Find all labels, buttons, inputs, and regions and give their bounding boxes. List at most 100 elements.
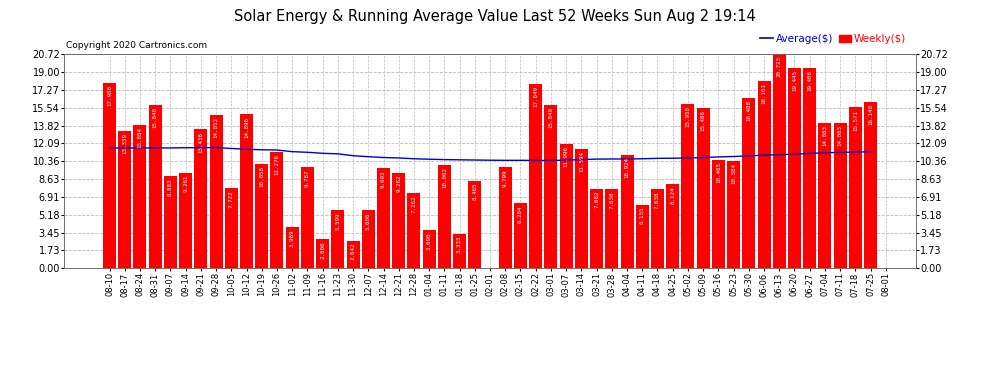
Text: 7.262: 7.262 [412,195,417,213]
Bar [621,155,634,268]
Bar [240,114,253,268]
Bar [270,152,283,268]
Bar [651,189,664,268]
Bar [468,181,481,268]
Text: 17.988: 17.988 [107,85,112,106]
Bar [423,230,436,268]
Bar [210,115,223,268]
Bar [438,165,450,268]
Text: 20.723: 20.723 [777,56,782,77]
Text: 16.488: 16.488 [746,100,751,121]
Text: 15.571: 15.571 [852,110,858,130]
Text: 6.155: 6.155 [640,207,644,224]
Bar [636,205,648,268]
Bar [788,68,801,268]
Text: 6.284: 6.284 [518,206,523,223]
Text: 13.438: 13.438 [198,132,203,153]
Bar [848,108,862,268]
Text: 19.406: 19.406 [807,70,812,91]
Legend: Average($), Weekly($): Average($), Weekly($) [756,30,911,48]
Bar [559,144,572,268]
Text: 9.799: 9.799 [503,169,508,187]
Bar [255,164,268,268]
Bar [757,81,770,268]
Text: 14.083: 14.083 [838,125,842,146]
Bar [712,160,725,268]
Text: 19.445: 19.445 [792,70,797,91]
Bar [179,172,192,268]
Bar [103,82,116,268]
Bar [819,123,832,268]
Text: 17.849: 17.849 [534,86,539,107]
Text: 9.693: 9.693 [381,170,386,188]
Bar [803,68,816,268]
Text: 9.262: 9.262 [396,175,401,192]
Bar [742,98,755,268]
Text: 3.989: 3.989 [290,229,295,246]
Bar [148,105,161,268]
Text: 7.638: 7.638 [655,191,660,209]
Bar [834,123,846,268]
Text: 14.083: 14.083 [823,125,828,146]
Bar [697,108,710,268]
Text: 9.261: 9.261 [183,175,188,192]
Text: 7.682: 7.682 [594,191,599,208]
Bar [332,210,345,268]
Text: 10.465: 10.465 [716,162,721,183]
Text: 2.642: 2.642 [350,243,355,260]
Text: 7.722: 7.722 [229,190,234,208]
Text: 3.690: 3.690 [427,232,432,250]
Text: 8.883: 8.883 [168,178,173,196]
Text: 15.958: 15.958 [685,106,690,127]
Bar [727,161,741,268]
Text: 9.787: 9.787 [305,169,310,187]
Text: 11.594: 11.594 [579,151,584,172]
Bar [118,130,132,268]
Text: 16.140: 16.140 [868,104,873,125]
Bar [134,125,147,268]
Bar [681,104,694,268]
Text: 11.996: 11.996 [563,146,568,167]
Text: 18.101: 18.101 [761,84,766,105]
Text: 13.884: 13.884 [138,127,143,148]
Bar [514,203,527,268]
Text: 10.058: 10.058 [259,166,264,188]
Bar [361,210,375,268]
Bar [530,84,543,268]
Bar [225,189,238,268]
Text: 14.896: 14.896 [244,117,249,138]
Bar [575,148,588,268]
Text: 10.384: 10.384 [731,163,737,184]
Text: 15.486: 15.486 [701,110,706,131]
Bar [590,189,603,268]
Text: 14.852: 14.852 [214,117,219,138]
Text: 11.276: 11.276 [274,154,279,175]
Text: 3.333: 3.333 [457,236,462,253]
Bar [666,184,679,268]
Text: Copyright 2020 Cartronics.com: Copyright 2020 Cartronics.com [66,41,207,50]
Bar [194,129,207,268]
Text: 2.808: 2.808 [320,241,325,259]
Text: 7.638: 7.638 [609,191,615,209]
Text: 15.849: 15.849 [548,107,553,128]
Text: Solar Energy & Running Average Value Last 52 Weeks Sun Aug 2 19:14: Solar Energy & Running Average Value Las… [234,9,756,24]
Text: 15.840: 15.840 [152,107,157,128]
Bar [453,234,466,268]
Text: 10.002: 10.002 [442,167,446,188]
Text: 13.339: 13.339 [122,133,128,154]
Bar [773,54,786,268]
Bar [864,102,877,268]
Text: 8.124: 8.124 [670,186,675,204]
Bar [544,105,557,268]
Bar [346,241,359,268]
Text: 5.599: 5.599 [336,212,341,230]
Bar [499,167,512,268]
Bar [392,172,405,268]
Bar [605,189,619,268]
Text: 8.465: 8.465 [472,183,477,200]
Bar [286,227,299,268]
Bar [316,239,329,268]
Bar [301,167,314,268]
Bar [408,193,421,268]
Text: 10.924: 10.924 [625,158,630,178]
